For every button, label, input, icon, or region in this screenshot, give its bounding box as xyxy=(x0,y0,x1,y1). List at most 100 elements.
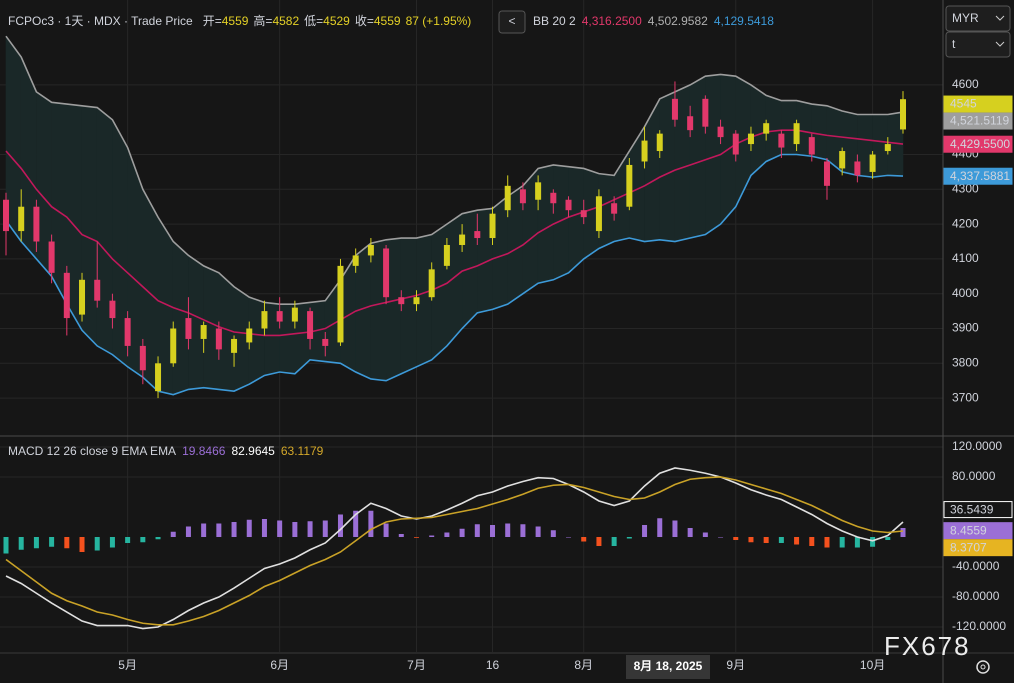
candle-body xyxy=(109,300,116,319)
band-fill xyxy=(492,195,509,310)
candle-body xyxy=(18,206,25,232)
x-tick-label: 9月 xyxy=(726,658,745,672)
macd-header: MACD 12 26 close 9 EMA EMA 19.8466 82.9645… xyxy=(8,444,324,458)
histogram-bar xyxy=(155,536,161,540)
candle-body xyxy=(276,311,283,322)
candle-body xyxy=(854,161,861,176)
settings-icon[interactable] xyxy=(976,660,990,674)
candle-body xyxy=(717,126,724,138)
ohlc-value: 4582 xyxy=(272,14,299,28)
histogram-bar xyxy=(185,526,191,537)
histogram-bar xyxy=(109,536,115,548)
band-fill xyxy=(400,237,417,375)
y-tick-label: 3700 xyxy=(952,390,979,404)
crosshair-label: 8月 18, 2025 xyxy=(634,659,703,673)
band-fill xyxy=(446,213,463,347)
band-fill xyxy=(568,166,585,274)
histogram-bar xyxy=(444,532,450,537)
histogram-bar xyxy=(718,536,724,538)
histogram-bar xyxy=(642,524,648,537)
candle-body xyxy=(671,98,678,120)
price-badge-label: 4,521.5119 xyxy=(950,114,1009,128)
histogram-bar xyxy=(261,518,267,537)
crosshair-box xyxy=(626,655,710,679)
currency-label[interactable]: MYR xyxy=(952,11,979,25)
candle-body xyxy=(823,161,830,186)
price-badge xyxy=(943,167,1013,185)
ohlc-label: 低= xyxy=(304,14,323,28)
y-tick-label: 120.0000 xyxy=(952,439,1002,453)
bb-readout: 4,316.2500 xyxy=(582,14,642,28)
histogram-bar xyxy=(702,532,708,537)
candle-body xyxy=(367,244,374,256)
candle-body xyxy=(793,123,800,145)
mode-select[interactable] xyxy=(945,31,1011,58)
candle-body xyxy=(139,345,146,371)
histogram-bar xyxy=(246,519,252,537)
histogram-bar xyxy=(672,520,678,537)
histogram-bar xyxy=(18,536,24,550)
histogram-bar xyxy=(277,520,283,537)
candle-body xyxy=(732,133,739,155)
candle-body xyxy=(519,189,526,204)
histogram-bar xyxy=(459,528,465,537)
histogram-bar xyxy=(763,536,769,543)
symbol: FCPOc3 · 1天 · MDX · Trade Price xyxy=(8,14,193,28)
histogram-bar xyxy=(383,523,389,537)
price-badge xyxy=(943,522,1013,540)
candle-body xyxy=(900,99,906,130)
symbol-header: FCPOc3 · 1天 · MDX · Trade Price 开=4559 高=4… xyxy=(8,13,471,28)
price-badge xyxy=(943,539,1013,557)
currency-select[interactable] xyxy=(945,5,1011,32)
price-badge-label: 4,337.5881 xyxy=(950,169,1010,183)
watermark: FX678 xyxy=(884,631,971,661)
mode-label[interactable]: t xyxy=(952,37,956,51)
price-badge-label: 36.5439 xyxy=(950,502,994,516)
histogram-bar xyxy=(626,536,632,539)
y-tick-label: 80.0000 xyxy=(952,469,996,483)
back-button[interactable] xyxy=(498,10,526,34)
y-tick-label: 3900 xyxy=(952,321,979,335)
candle-body xyxy=(565,199,572,211)
histogram-bar xyxy=(687,527,693,537)
histogram-bar xyxy=(216,523,222,537)
settings-icon-center xyxy=(980,664,986,670)
macd-line xyxy=(5,476,904,626)
candle-body xyxy=(200,325,207,339)
histogram-bar xyxy=(353,510,359,537)
back-button-label[interactable]: < xyxy=(508,14,515,28)
x-tick-label: 7月 xyxy=(407,658,426,672)
histogram-bar xyxy=(79,536,85,553)
candle-body xyxy=(215,328,222,350)
ohlc-value: 4559 xyxy=(374,14,401,28)
candle-body xyxy=(3,199,9,232)
price-badge-label: 4545 xyxy=(950,97,977,111)
histogram-bar xyxy=(201,523,207,537)
candle-body xyxy=(170,328,177,364)
candle-body xyxy=(383,248,390,298)
candle-body xyxy=(185,318,192,339)
histogram-bar xyxy=(368,510,374,537)
bb-title: BB 20 2 xyxy=(533,14,576,28)
ohlc-value: 4559 xyxy=(222,14,249,28)
candle-body xyxy=(307,311,314,339)
x-tick-label: 5月 xyxy=(118,658,137,672)
candle-body xyxy=(413,297,420,305)
candle-body xyxy=(155,363,162,392)
y-tick-label: 3800 xyxy=(952,355,979,369)
histogram-bar xyxy=(839,536,845,548)
histogram-bar xyxy=(566,536,572,538)
histogram-bar xyxy=(140,536,146,543)
price-badge-label: 4,429.5500 xyxy=(950,137,1010,151)
price-badge-label: 8.3707 xyxy=(950,540,987,554)
candle-body xyxy=(261,311,268,329)
candle-body xyxy=(48,241,55,273)
candle-body xyxy=(763,123,770,134)
histogram-bar xyxy=(322,520,328,537)
bb-header: BB 20 2 4,316.2500 4,502.9582 4,129.5418 xyxy=(533,14,774,28)
candle-body xyxy=(231,338,238,353)
y-tick-label: -120.0000 xyxy=(952,619,1006,633)
macd-line xyxy=(5,467,904,630)
histogram-bar xyxy=(292,521,298,537)
x-tick-label: 10月 xyxy=(860,658,885,672)
